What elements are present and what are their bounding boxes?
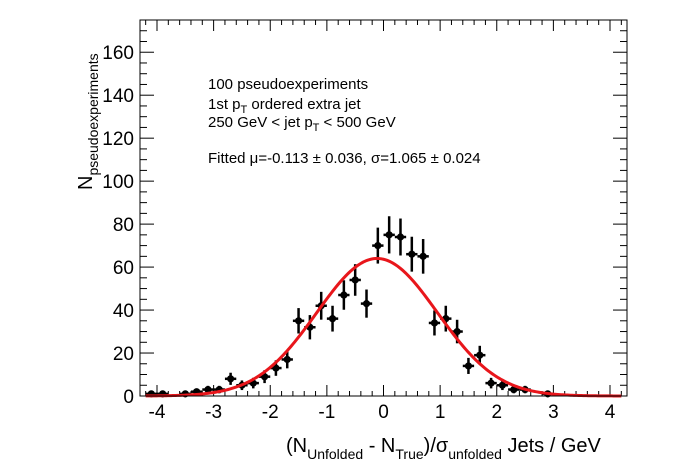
annotation-line3-pre: 250 GeV < jet p (208, 114, 313, 131)
data-point (406, 236, 418, 272)
x-tick-label: 0 (378, 402, 389, 423)
x-title-sub-true: True (395, 446, 423, 462)
x-title-sub-unfolded: Unfolded (307, 446, 363, 462)
data-point (462, 357, 475, 374)
data-marker (464, 362, 473, 370)
data-point (202, 385, 214, 394)
plot-frame (139, 19, 628, 397)
y-tick-label: 20 (113, 344, 134, 365)
annotation-line3-sub: T (313, 122, 320, 134)
y-tick-label: 80 (113, 215, 134, 236)
data-marker (510, 385, 518, 394)
data-point (496, 380, 509, 391)
y-tick-label: 120 (102, 129, 134, 150)
y-tick-label: 0 (123, 387, 134, 408)
data-marker (487, 379, 495, 387)
data-point (383, 216, 395, 254)
data-marker (340, 291, 348, 299)
y-tick-label: 40 (113, 301, 134, 322)
data-point (281, 350, 293, 369)
data-marker (396, 233, 405, 241)
annotation-line2-post: ordered extra jet (247, 96, 361, 113)
annotation-line2-pre: 1st p (208, 96, 241, 113)
x-tick-label: 2 (491, 402, 502, 423)
annotation-line2-sub: T (241, 104, 248, 116)
data-marker (283, 355, 291, 364)
y-axis-title: Npseudoexperiments (75, 53, 101, 190)
data-point (326, 305, 339, 332)
data-point (349, 264, 361, 296)
x-tick-label: -2 (262, 402, 279, 423)
data-marker (408, 250, 416, 258)
x-tick-label: 4 (605, 402, 616, 423)
data-marker (374, 242, 382, 250)
x-title-part-3: )/σ (424, 435, 449, 457)
x-tick-label: 3 (548, 402, 559, 423)
data-marker (453, 327, 461, 336)
y-axis-title-sub: pseudoexperiments (85, 53, 101, 175)
data-marker (204, 385, 212, 394)
data-point (428, 310, 441, 336)
y-axis-title-main: N (75, 176, 97, 190)
y-tick-label: 60 (113, 258, 134, 279)
data-point (224, 372, 237, 385)
data-marker (272, 364, 280, 372)
gaussian-fit-curve (145, 256, 622, 398)
data-point (360, 289, 373, 318)
data-point (394, 218, 407, 256)
x-title-sub-unfolded-2: unfolded (448, 446, 502, 462)
x-tick-label: 1 (435, 402, 446, 423)
x-title-suffix: Jets / GeV (502, 435, 602, 457)
x-axis-title: (NUnfolded - NTrue)/σunfolded Jets / GeV (286, 435, 602, 462)
data-marker (328, 315, 337, 323)
x-title-part-1: (N (286, 435, 307, 457)
data-marker (227, 375, 235, 383)
y-tick-label: 100 (102, 172, 134, 193)
data-point (417, 239, 429, 274)
y-tick-label: 140 (102, 86, 134, 107)
x-title-part-2: - N (363, 435, 395, 457)
data-marker (362, 300, 371, 308)
annotation-pt-range: 250 GeV < jet pT < 500 GeV (208, 114, 396, 134)
data-marker (476, 351, 484, 359)
data-point (508, 385, 520, 394)
data-marker (351, 276, 359, 284)
x-tick-label: -1 (318, 402, 335, 423)
data-point (338, 280, 350, 310)
y-tick-label: 160 (102, 43, 134, 64)
annotation-extra-jet: 1st pT ordered extra jet (208, 96, 361, 116)
data-marker (385, 231, 393, 239)
data-marker (430, 319, 439, 327)
data-marker (419, 252, 427, 260)
annotation-fit-result: Fitted μ=-0.113 ± 0.036, σ=1.065 ± 0.024 (208, 150, 481, 167)
data-marker (294, 317, 303, 325)
x-tick-label: -4 (149, 402, 166, 423)
data-point (485, 377, 497, 389)
data-point (292, 308, 305, 334)
data-marker (498, 381, 507, 389)
annotation-pseudoexperiments: 100 pseudoexperiments (208, 76, 368, 93)
data-point (474, 345, 486, 365)
annotation-line3-post: < 500 GeV (319, 114, 395, 131)
x-tick-label: -3 (205, 402, 222, 423)
